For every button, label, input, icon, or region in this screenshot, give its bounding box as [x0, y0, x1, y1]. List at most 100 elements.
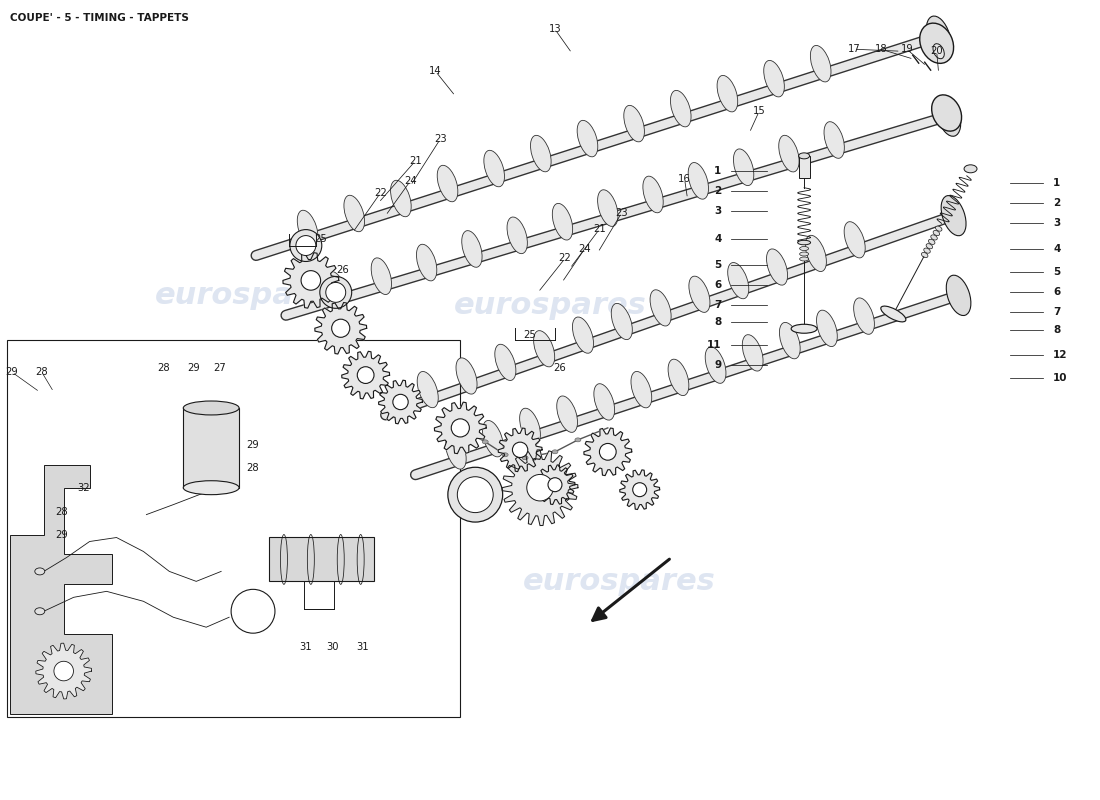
Text: 6: 6: [714, 280, 722, 290]
Ellipse shape: [800, 246, 808, 250]
Ellipse shape: [631, 371, 651, 408]
Ellipse shape: [557, 396, 578, 432]
Ellipse shape: [519, 408, 540, 445]
Ellipse shape: [495, 344, 516, 381]
Polygon shape: [535, 465, 575, 505]
Text: eurospares: eurospares: [453, 291, 647, 320]
Ellipse shape: [503, 453, 508, 457]
Bar: [799, 156, 810, 178]
Text: 3: 3: [1053, 218, 1060, 228]
Polygon shape: [36, 643, 91, 699]
Text: 25: 25: [315, 234, 327, 243]
Ellipse shape: [932, 95, 961, 131]
Text: 3: 3: [714, 206, 722, 216]
Ellipse shape: [791, 324, 817, 334]
Circle shape: [458, 477, 493, 513]
Text: 26: 26: [553, 363, 566, 373]
Ellipse shape: [575, 438, 581, 442]
Ellipse shape: [689, 276, 710, 312]
Ellipse shape: [624, 106, 645, 142]
Text: 18: 18: [874, 44, 888, 54]
Circle shape: [358, 366, 374, 383]
Ellipse shape: [928, 239, 935, 245]
Text: 19: 19: [901, 44, 913, 54]
Ellipse shape: [734, 149, 754, 186]
Text: 27: 27: [212, 363, 226, 373]
Ellipse shape: [933, 44, 944, 58]
Ellipse shape: [326, 271, 346, 308]
Ellipse shape: [920, 23, 954, 63]
Text: 13: 13: [549, 24, 561, 34]
Ellipse shape: [779, 135, 799, 172]
Ellipse shape: [926, 244, 933, 249]
Text: 1: 1: [714, 166, 722, 176]
Ellipse shape: [594, 384, 615, 420]
Ellipse shape: [798, 240, 811, 245]
Ellipse shape: [482, 440, 488, 444]
Text: 4: 4: [1053, 243, 1060, 254]
Polygon shape: [378, 380, 422, 424]
Polygon shape: [503, 450, 578, 526]
Circle shape: [513, 442, 528, 458]
Ellipse shape: [552, 203, 573, 240]
Ellipse shape: [597, 190, 618, 226]
Ellipse shape: [689, 162, 708, 199]
Text: 24: 24: [579, 243, 591, 254]
Text: 22: 22: [559, 254, 571, 263]
Ellipse shape: [946, 275, 971, 315]
Text: eurospares: eurospares: [524, 567, 716, 596]
Polygon shape: [342, 351, 389, 399]
Bar: [184, 408, 239, 488]
Text: 7: 7: [714, 300, 722, 310]
Ellipse shape: [800, 257, 808, 261]
Ellipse shape: [705, 347, 726, 383]
Text: 10: 10: [1053, 373, 1068, 383]
Ellipse shape: [417, 371, 438, 408]
Circle shape: [301, 270, 320, 290]
Ellipse shape: [844, 222, 866, 258]
Text: 8: 8: [714, 318, 722, 327]
Polygon shape: [619, 470, 660, 510]
Circle shape: [632, 482, 647, 497]
Ellipse shape: [816, 310, 837, 346]
Circle shape: [548, 478, 562, 492]
Text: 29: 29: [55, 530, 68, 539]
Ellipse shape: [448, 467, 503, 522]
Ellipse shape: [184, 481, 239, 494]
Text: 12: 12: [1053, 350, 1068, 360]
Ellipse shape: [290, 230, 322, 262]
Circle shape: [451, 419, 470, 437]
Ellipse shape: [462, 230, 482, 267]
Text: 17: 17: [848, 44, 860, 54]
Text: 31: 31: [356, 642, 369, 652]
Text: 5: 5: [714, 261, 722, 270]
Ellipse shape: [935, 226, 942, 231]
Ellipse shape: [507, 217, 527, 254]
Text: 32: 32: [77, 482, 90, 493]
Text: 30: 30: [327, 642, 339, 652]
Ellipse shape: [572, 317, 594, 354]
Ellipse shape: [612, 303, 632, 340]
Bar: [270, 537, 374, 582]
Ellipse shape: [931, 235, 937, 240]
Ellipse shape: [35, 608, 45, 614]
Text: 16: 16: [679, 174, 691, 184]
Ellipse shape: [522, 456, 528, 460]
Circle shape: [527, 474, 553, 501]
Ellipse shape: [922, 253, 928, 258]
Ellipse shape: [530, 135, 551, 172]
Ellipse shape: [35, 568, 45, 575]
Text: 28: 28: [157, 363, 169, 373]
Ellipse shape: [926, 16, 950, 57]
Ellipse shape: [767, 249, 788, 285]
Ellipse shape: [390, 180, 411, 217]
Ellipse shape: [670, 90, 691, 127]
Text: 11: 11: [707, 340, 722, 350]
Text: 20: 20: [931, 46, 943, 56]
Text: 24: 24: [404, 176, 417, 186]
Text: 2: 2: [1053, 198, 1060, 208]
Text: 25: 25: [524, 330, 537, 340]
Circle shape: [296, 235, 316, 255]
Circle shape: [393, 394, 408, 410]
Text: 6: 6: [1053, 287, 1060, 298]
